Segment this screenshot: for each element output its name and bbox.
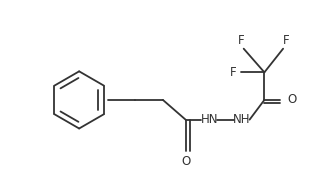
Text: HN: HN [200, 113, 218, 126]
Text: NH: NH [233, 113, 251, 126]
Text: F: F [283, 34, 289, 47]
Text: F: F [230, 66, 236, 79]
Text: O: O [287, 93, 297, 106]
Text: F: F [237, 34, 244, 47]
Text: O: O [181, 155, 190, 167]
